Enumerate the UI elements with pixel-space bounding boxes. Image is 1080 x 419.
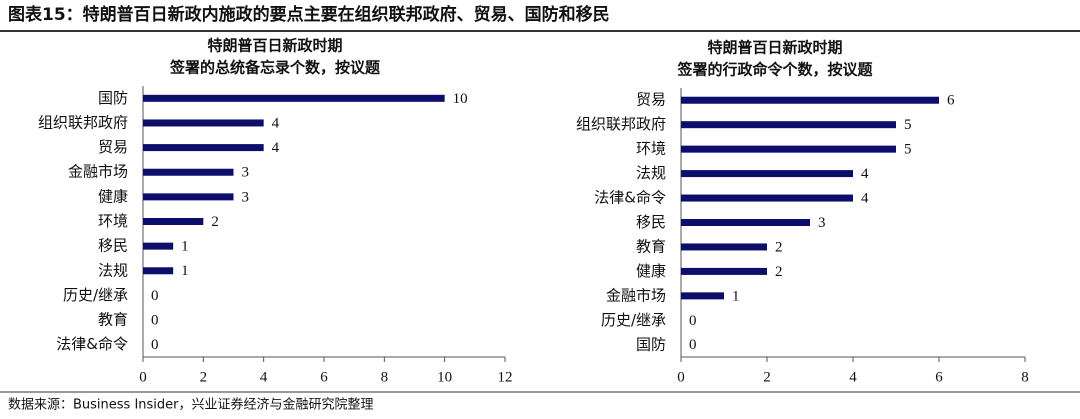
category-label: 组织联邦政府 (38, 113, 128, 131)
x-tick-label: 0 (677, 369, 685, 385)
value-label: 0 (689, 313, 697, 329)
value-label: 5 (904, 142, 912, 158)
bar (681, 96, 939, 104)
x-tick-label: 8 (381, 369, 389, 385)
value-label: 0 (151, 288, 159, 304)
value-label: 3 (818, 215, 826, 231)
category-label: 法规 (636, 164, 666, 182)
value-label: 2 (775, 264, 783, 280)
category-label: 法律&命令 (56, 335, 128, 353)
value-label: 0 (151, 312, 159, 328)
value-label: 1 (181, 239, 189, 255)
value-label: 5 (904, 117, 912, 133)
chart-title: 特朗普百日新政时期 (207, 37, 342, 55)
x-tick-label: 4 (849, 369, 857, 385)
category-label: 教育 (636, 237, 666, 255)
chart-subtitle: 签署的总统备忘录个数，按议题 (169, 59, 381, 77)
category-label: 法规 (98, 261, 128, 279)
bar (143, 144, 264, 152)
category-label: 法律&命令 (594, 189, 666, 207)
bar (143, 94, 445, 102)
value-label: 4 (861, 190, 869, 206)
value-label: 3 (242, 189, 250, 205)
bar (681, 170, 853, 178)
bar (681, 267, 767, 275)
value-label: 1 (181, 263, 189, 279)
value-label: 4 (272, 115, 280, 131)
x-tick-label: 2 (200, 369, 208, 385)
bar (681, 121, 896, 129)
category-label: 教育 (98, 311, 128, 329)
bar (143, 267, 174, 275)
x-tick-label: 12 (498, 369, 513, 385)
category-label: 健康 (636, 262, 666, 280)
category-label: 组织联邦政府 (576, 115, 666, 133)
source-note: 数据来源：Business Insider，兴业证券经济与金融研究院整理 (8, 397, 374, 413)
bar (681, 194, 853, 202)
x-tick-label: 8 (1021, 369, 1029, 385)
x-tick-label: 10 (437, 369, 452, 385)
category-label: 国防 (98, 89, 128, 107)
category-label: 金融市场 (68, 163, 128, 181)
value-label: 10 (453, 91, 468, 107)
bar (143, 218, 204, 225)
chart-title: 特朗普百日新政时期 (707, 39, 842, 57)
value-label: 2 (211, 214, 219, 230)
bar (143, 193, 234, 201)
category-label: 贸易 (636, 91, 666, 109)
x-tick-label: 2 (763, 369, 771, 385)
figure-title: 图表15：特朗普百日新政内施政的要点主要在组织联邦政府、贸易、国防和移民 (8, 4, 610, 25)
category-label: 历史/继承 (63, 286, 128, 304)
category-label: 健康 (98, 187, 128, 205)
bar (681, 292, 724, 300)
bar (681, 243, 767, 251)
x-tick-label: 6 (935, 369, 943, 385)
value-label: 1 (732, 288, 740, 304)
chart-subtitle: 签署的行政命令个数，按议题 (676, 61, 873, 79)
category-label: 移民 (636, 213, 666, 231)
category-label: 历史/继承 (601, 311, 666, 329)
category-label: 贸易 (98, 138, 128, 156)
x-tick-label: 6 (320, 369, 328, 385)
category-label: 移民 (98, 237, 128, 255)
bar (143, 119, 264, 127)
category-label: 金融市场 (606, 286, 666, 304)
value-label: 3 (242, 165, 250, 181)
category-label: 环境 (98, 212, 128, 230)
x-tick-label: 4 (260, 369, 268, 385)
x-tick-label: 0 (139, 369, 147, 385)
category-label: 国防 (636, 335, 666, 353)
value-label: 0 (151, 337, 159, 353)
value-label: 4 (861, 166, 869, 182)
value-label: 4 (272, 140, 280, 156)
value-label: 2 (775, 239, 783, 255)
bar (681, 145, 896, 153)
bar (143, 168, 234, 176)
category-label: 环境 (636, 140, 666, 158)
bar (681, 219, 810, 226)
value-label: 6 (947, 93, 955, 109)
value-label: 0 (689, 337, 697, 353)
bar (143, 242, 174, 250)
